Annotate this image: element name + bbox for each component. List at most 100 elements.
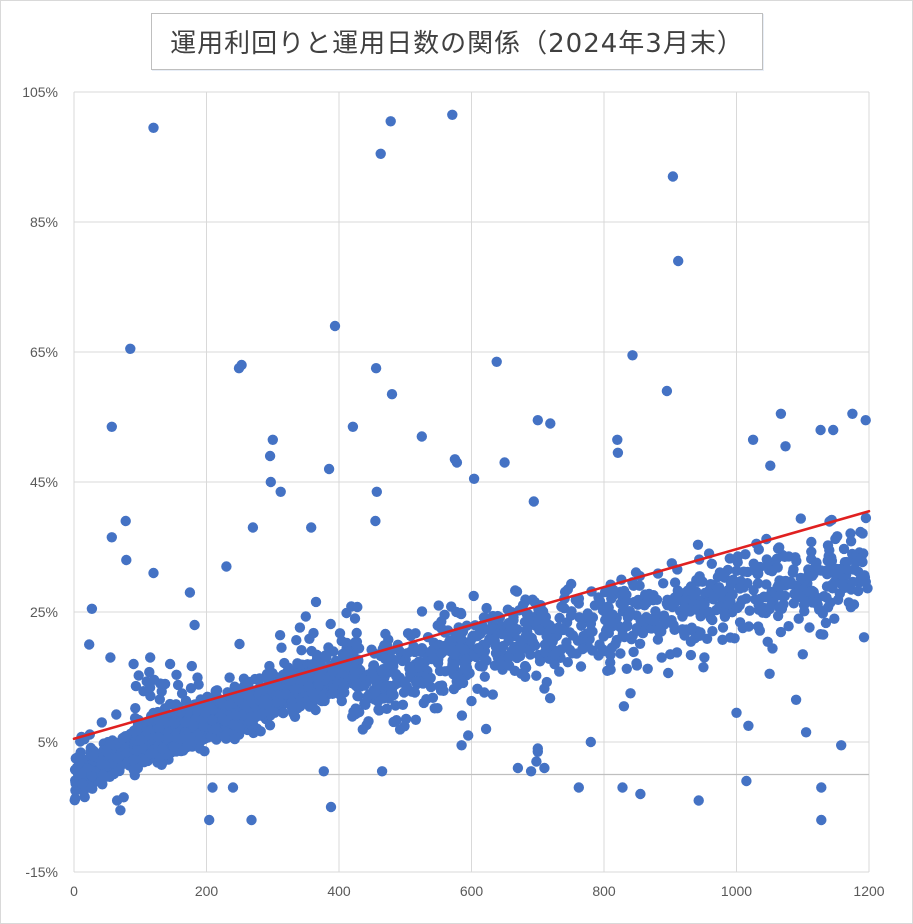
data-point bbox=[350, 638, 361, 649]
data-point bbox=[860, 415, 871, 426]
data-point bbox=[447, 109, 458, 121]
data-point bbox=[526, 632, 537, 644]
data-point bbox=[662, 594, 673, 605]
data-point bbox=[790, 694, 802, 705]
data-point bbox=[624, 609, 636, 620]
data-point bbox=[779, 551, 790, 562]
data-point bbox=[210, 685, 221, 697]
data-point bbox=[455, 642, 466, 653]
data-point bbox=[722, 564, 734, 576]
data-point bbox=[84, 639, 95, 650]
data-point bbox=[821, 569, 833, 580]
data-point bbox=[112, 752, 123, 764]
data-point bbox=[264, 720, 276, 731]
data-point bbox=[602, 665, 613, 676]
data-point bbox=[707, 626, 718, 637]
data-point bbox=[311, 649, 322, 660]
data-point bbox=[807, 597, 818, 608]
data-point bbox=[791, 555, 802, 567]
data-point bbox=[748, 585, 759, 596]
data-point bbox=[289, 684, 301, 695]
trendline-series bbox=[72, 509, 871, 741]
data-point bbox=[572, 635, 584, 646]
data-point bbox=[351, 627, 362, 639]
data-point bbox=[247, 522, 259, 533]
data-point bbox=[577, 644, 588, 655]
data-point bbox=[491, 356, 502, 367]
data-point bbox=[531, 670, 542, 681]
data-point bbox=[306, 522, 317, 533]
data-point bbox=[820, 617, 832, 629]
data-point bbox=[686, 622, 697, 633]
data-point bbox=[612, 434, 623, 445]
data-point bbox=[605, 657, 616, 668]
data-point bbox=[698, 662, 709, 673]
data-point bbox=[656, 626, 667, 637]
data-point bbox=[192, 705, 203, 716]
data-point bbox=[128, 658, 139, 670]
data-point bbox=[829, 613, 840, 624]
data-point bbox=[520, 671, 531, 682]
data-point bbox=[264, 660, 275, 672]
data-point bbox=[775, 408, 787, 419]
data-point bbox=[194, 735, 205, 746]
data-point bbox=[514, 650, 526, 662]
data-point bbox=[325, 618, 336, 630]
data-point bbox=[605, 649, 616, 661]
data-point bbox=[830, 533, 841, 545]
data-point bbox=[855, 526, 866, 538]
data-point bbox=[845, 536, 857, 547]
x-tick-label: 400 bbox=[327, 883, 351, 899]
data-point bbox=[795, 513, 806, 524]
data-point bbox=[618, 701, 630, 712]
data-point bbox=[806, 546, 817, 557]
data-point bbox=[729, 633, 740, 644]
data-point bbox=[317, 693, 328, 704]
data-point bbox=[171, 669, 182, 680]
data-point bbox=[818, 591, 830, 602]
data-point bbox=[414, 645, 425, 657]
data-point bbox=[520, 596, 531, 607]
data-point bbox=[370, 674, 381, 685]
data-point bbox=[265, 476, 276, 488]
data-point bbox=[286, 701, 297, 713]
data-point bbox=[318, 766, 329, 777]
data-point bbox=[696, 600, 708, 611]
data-point bbox=[487, 689, 498, 700]
data-point bbox=[425, 681, 437, 693]
data-point bbox=[86, 782, 97, 793]
data-point bbox=[842, 564, 853, 575]
data-point bbox=[399, 721, 410, 732]
data-point bbox=[243, 678, 254, 689]
data-point bbox=[641, 597, 652, 609]
data-point bbox=[754, 593, 766, 605]
data-point bbox=[349, 666, 361, 677]
data-point bbox=[692, 539, 704, 550]
data-point bbox=[804, 622, 815, 633]
data-point bbox=[495, 659, 507, 671]
data-point bbox=[562, 584, 573, 595]
y-tick-label: 5% bbox=[38, 734, 58, 750]
data-point bbox=[734, 617, 746, 628]
data-point bbox=[699, 652, 710, 663]
data-point bbox=[528, 496, 539, 507]
data-point bbox=[397, 699, 409, 710]
data-point bbox=[800, 727, 812, 738]
data-point bbox=[446, 663, 457, 674]
data-point bbox=[144, 682, 156, 693]
data-point bbox=[184, 732, 195, 743]
data-point bbox=[658, 578, 669, 589]
data-point bbox=[154, 694, 165, 705]
data-point bbox=[135, 734, 146, 746]
data-point bbox=[436, 648, 447, 659]
data-point bbox=[276, 642, 287, 653]
data-points bbox=[69, 109, 873, 826]
data-point bbox=[520, 662, 532, 673]
data-point bbox=[593, 592, 604, 603]
data-point bbox=[534, 656, 546, 667]
data-point bbox=[233, 694, 244, 705]
data-point bbox=[175, 733, 187, 744]
data-point bbox=[532, 415, 543, 426]
data-point bbox=[386, 389, 398, 400]
data-point bbox=[242, 690, 254, 701]
